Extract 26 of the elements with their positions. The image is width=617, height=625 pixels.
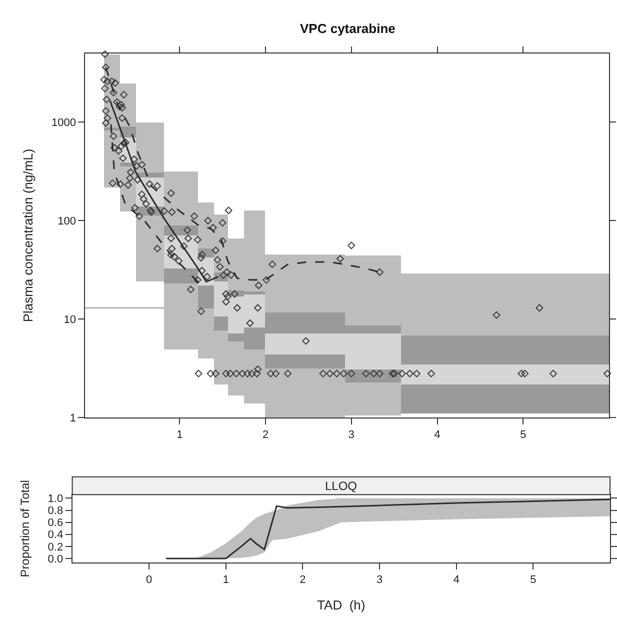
- x-tick-label: 5: [520, 428, 526, 441]
- x-tick-label: 3: [376, 574, 383, 586]
- x-tick-label: 1: [222, 574, 229, 586]
- y-tick-label: 0.4: [48, 529, 64, 542]
- y-tick-label: 0.8: [48, 505, 64, 518]
- y-tick-label: 1000: [51, 117, 76, 129]
- x-tick-label: 0: [146, 574, 152, 586]
- x-tick-label: 3: [348, 428, 354, 441]
- x-tick-label: 4: [453, 574, 460, 586]
- x-tick-label: 2: [262, 428, 269, 441]
- chart-title: LLOQ: [325, 479, 358, 493]
- y-tick-label: 0.2: [48, 541, 64, 554]
- y-axis-title: Proportion of Total: [18, 480, 32, 578]
- y-axis-title: Plasma concentration (ng/mL): [20, 148, 36, 322]
- chart-title: VPC cytarabine: [300, 21, 396, 36]
- x-axis-title: TAD (h): [317, 598, 366, 613]
- y-tick-label: 0.0: [48, 553, 64, 566]
- y-tick-label: 1.0: [48, 493, 64, 506]
- x-tick-label: 1: [176, 428, 183, 441]
- y-tick-label: 100: [58, 215, 76, 228]
- x-tick-label: 5: [530, 574, 536, 586]
- x-tick-label: 4: [434, 428, 440, 441]
- x-tick-label: 2: [300, 574, 306, 586]
- y-tick-label: 0.6: [48, 517, 64, 530]
- y-tick-label: 1: [70, 412, 76, 424]
- y-tick-label: 10: [64, 314, 76, 326]
